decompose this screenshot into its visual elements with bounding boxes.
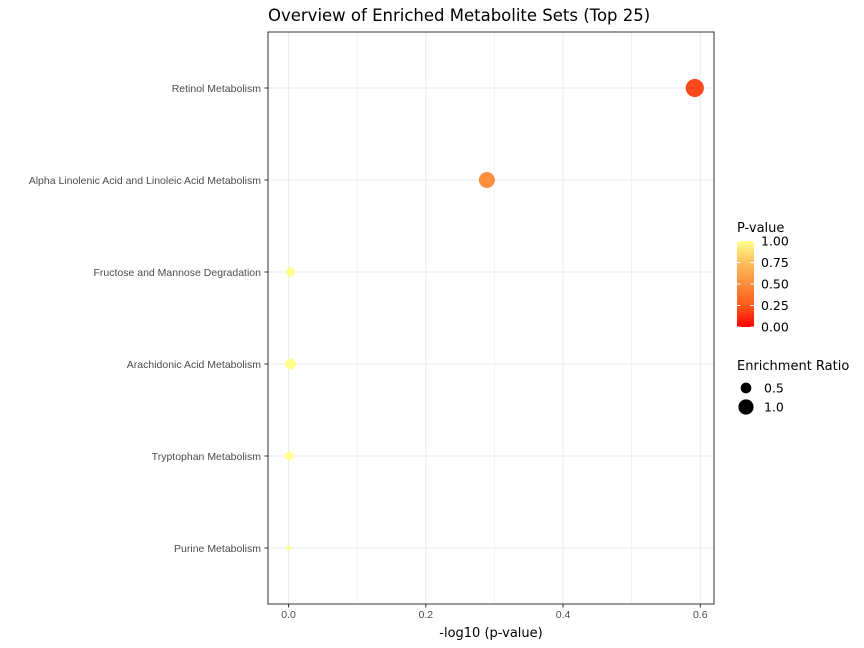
enrichment-ratio-legend: Enrichment Ratio 0.5 1.0 <box>737 359 849 415</box>
p-value-legend-label: 0.50 <box>761 277 789 292</box>
plot-panel <box>267 31 715 605</box>
y-tick-label-tryptophan-metabolism: Tryptophan Metabolism <box>152 451 262 463</box>
point-tryptophan-metabolism <box>284 451 294 461</box>
point-arachidonic-acid-metabolism <box>285 358 297 370</box>
enrichment-ratio-key-dot <box>738 399 754 415</box>
y-axis: Retinol Metabolism Alpha Linolenic Acid a… <box>29 83 268 555</box>
p-value-legend-label: 1.00 <box>761 234 789 249</box>
panel-border <box>267 31 715 605</box>
x-tick-label: 0.0 <box>281 609 296 621</box>
p-value-colorbar <box>737 241 754 327</box>
y-tick-label-alpha-linolenic-acid-and-linoleic-acid-metabolism: Alpha Linolenic Acid and Linoleic Acid M… <box>29 175 262 187</box>
point-purine-metabolism <box>286 545 291 551</box>
y-tick-label-fructose-and-mannose-degradation: Fructose and Mannose Degradation <box>93 267 261 279</box>
p-value-legend-label: 0.75 <box>761 255 789 270</box>
point-alpha-linolenic-acid-and-linoleic-acid-metabolism <box>478 172 495 188</box>
chart-title: Overview of Enriched Metabolite Sets (To… <box>268 6 650 25</box>
x-tick-label: 0.6 <box>693 609 708 621</box>
p-value-legend: P-value 1.00 0.75 0.50 0.25 0.00 <box>737 221 789 335</box>
x-tick-label: 0.4 <box>556 609 571 621</box>
y-tick-label-arachidonic-acid-metabolism: Arachidonic Acid Metabolism <box>127 359 261 371</box>
p-value-legend-title: P-value <box>737 221 784 236</box>
point-retinol-metabolism <box>685 78 704 98</box>
y-tick-label-purine-metabolism: Purine Metabolism <box>174 543 261 555</box>
point-fructose-and-mannose-degradation <box>286 267 296 277</box>
x-tick-label: 0.2 <box>419 609 434 621</box>
x-axis: 0.0 0.2 0.4 0.6 <box>281 604 708 621</box>
enrichment-ratio-legend-label: 1.0 <box>764 400 784 415</box>
p-value-legend-label: 0.25 <box>761 298 789 313</box>
y-tick-label-retinol-metabolism: Retinol Metabolism <box>172 83 262 95</box>
enrichment-ratio-key-dot <box>740 382 752 394</box>
enrichment-ratio-legend-title: Enrichment Ratio <box>737 359 849 374</box>
enrichment-ratio-legend-label: 0.5 <box>764 381 784 396</box>
p-value-legend-label: 0.00 <box>761 320 789 335</box>
x-axis-title: -log10 (p-value) <box>439 626 542 641</box>
